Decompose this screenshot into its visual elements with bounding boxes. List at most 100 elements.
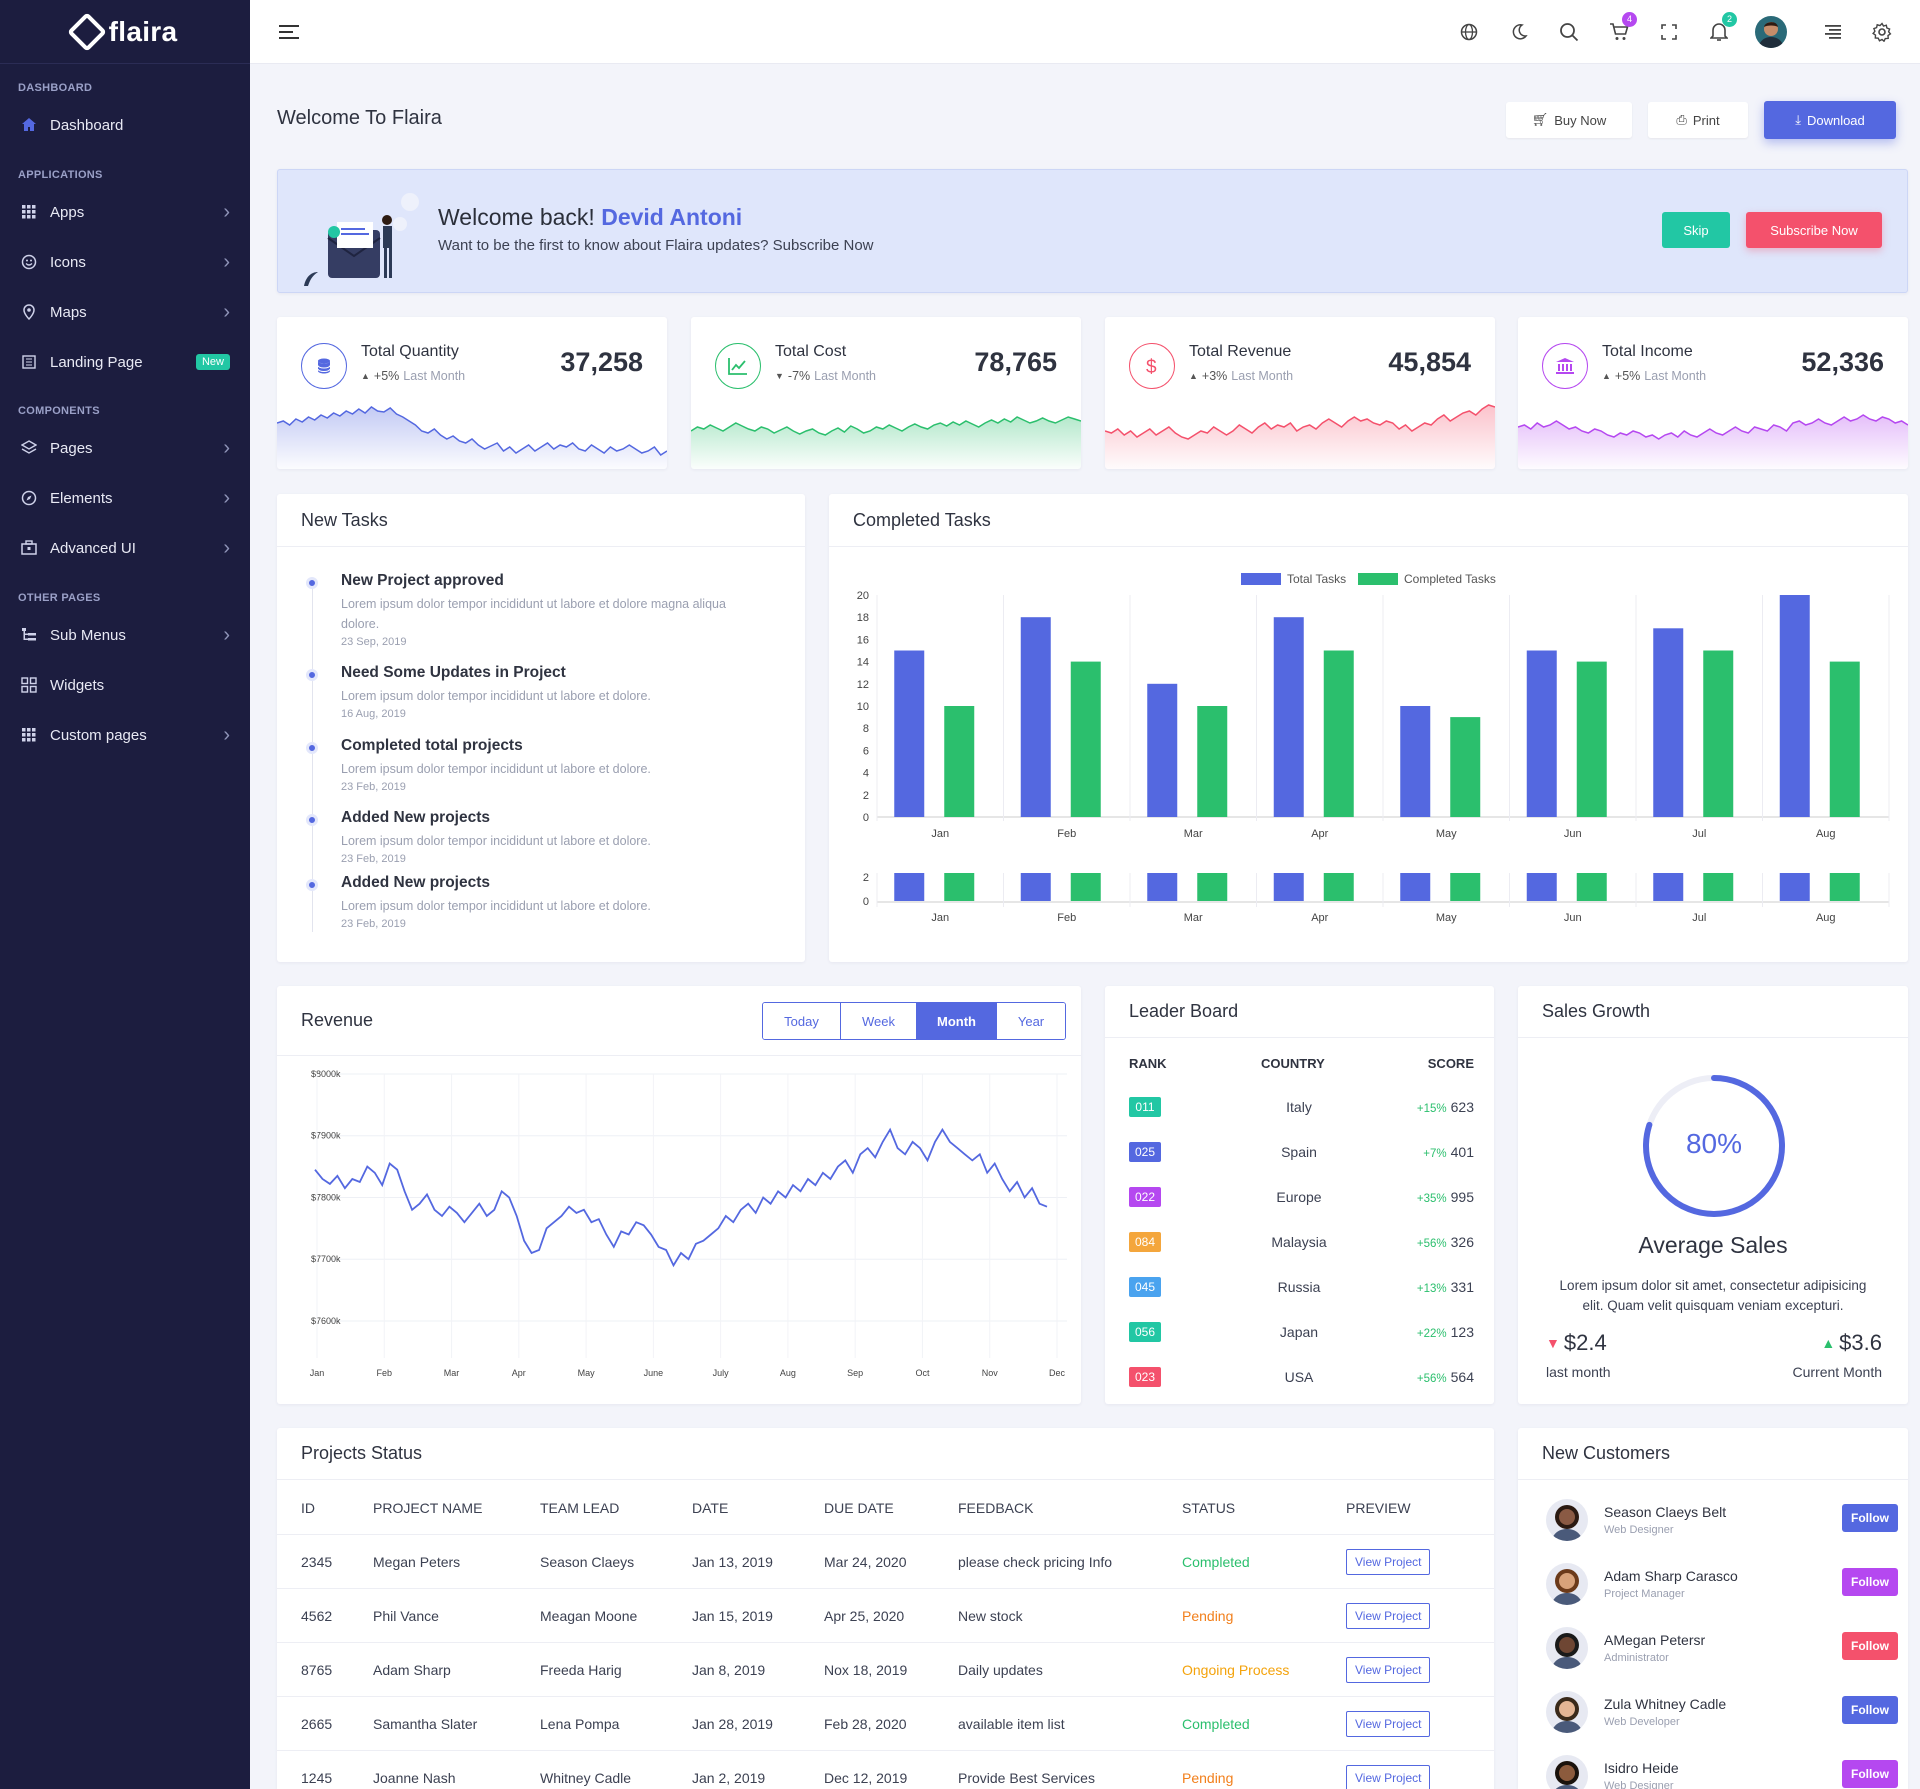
- cart-icon[interactable]: 4: [1607, 12, 1637, 44]
- sidebar-item-advanced-ui[interactable]: Advanced UI ›: [0, 528, 250, 568]
- x-tick-label: Aug: [1816, 828, 1836, 840]
- navigator-x-label: May: [1436, 912, 1457, 924]
- column-header-status: STATUS: [1182, 1500, 1236, 1516]
- tab-month[interactable]: Month: [917, 1003, 997, 1039]
- sparkline-line: [1518, 414, 1908, 440]
- sidebar-item-dashboard[interactable]: Dashboard: [0, 105, 250, 145]
- x-tick-label: Jul: [1692, 828, 1706, 840]
- bar-completed-tasks: [1070, 661, 1101, 817]
- follow-button[interactable]: Follow: [1842, 1760, 1898, 1788]
- revenue-line-chart: $8000k $7900k $7800k $7700k $7600k Jan Feb Mar A…: [310, 1069, 1067, 1378]
- globe-icon[interactable]: [1457, 20, 1481, 44]
- skip-button[interactable]: Skip: [1662, 212, 1730, 248]
- menu-toggle-icon[interactable]: [278, 20, 302, 44]
- align-right-icon[interactable]: [1820, 20, 1844, 44]
- settings-gear-icon[interactable]: [1870, 20, 1894, 44]
- stat-value: 52,336: [1801, 347, 1884, 377]
- follow-button[interactable]: Follow: [1842, 1696, 1898, 1724]
- view-project-button[interactable]: View Project: [1346, 1710, 1431, 1737]
- score-change: +15%: [1416, 1102, 1447, 1115]
- stat-change: ▲ +3% Last Month: [1189, 369, 1293, 383]
- sidebar-item-label: Apps: [50, 203, 85, 221]
- sidebar-item-pages[interactable]: Pages ›: [0, 428, 250, 468]
- timeline-dot: [306, 742, 318, 754]
- leaderboard-row[interactable]: 045 Russia +13% 331: [1129, 1264, 1474, 1309]
- brand-logo-icon: [66, 11, 107, 52]
- stat-card-total-cost: Total Cost ▼ -7% Last Month 78,765: [691, 317, 1081, 469]
- sidebar-item-apps[interactable]: Apps ›: [0, 192, 250, 232]
- follow-button[interactable]: Follow: [1842, 1632, 1898, 1660]
- task-item[interactable]: Completed total projects Lorem ipsum dolo…: [341, 737, 761, 793]
- leaderboard-row[interactable]: 025 Spain +7% 401: [1129, 1129, 1474, 1174]
- cell-id: 8765: [301, 1661, 333, 1678]
- view-project-button[interactable]: View Project: [1346, 1764, 1431, 1789]
- subscribe-now-button[interactable]: Subscribe Now: [1746, 212, 1882, 248]
- sidebar-item-widgets[interactable]: Widgets: [0, 665, 250, 705]
- follow-button[interactable]: Follow: [1842, 1504, 1898, 1532]
- tab-year[interactable]: Year: [997, 1003, 1065, 1039]
- tab-today[interactable]: Today: [763, 1003, 841, 1039]
- view-project-button[interactable]: View Project: [1346, 1656, 1431, 1683]
- customer-name: Zula Whitney Cadle: [1604, 1696, 1727, 1712]
- cell-due: Mar 24, 2020: [824, 1553, 907, 1570]
- download-button[interactable]: ⤓ Download: [1764, 101, 1896, 139]
- task-title: Need Some Updates in Project: [341, 664, 566, 681]
- leaderboard-row[interactable]: 023 USA +56% 564: [1129, 1354, 1474, 1399]
- view-project-button[interactable]: View Project: [1346, 1548, 1431, 1575]
- caret-up-icon: ▲: [1602, 371, 1611, 381]
- leaderboard-row[interactable]: 084 Malaysia +56% 326: [1129, 1219, 1474, 1264]
- print-button[interactable]: ⎙ Print: [1648, 102, 1748, 138]
- view-project-button[interactable]: View Project: [1346, 1602, 1431, 1629]
- task-date: 23 Feb, 2019: [341, 781, 406, 793]
- bell-icon[interactable]: 2: [1707, 12, 1737, 44]
- task-description: Lorem ipsum dolor tempor incididunt ut l…: [341, 762, 651, 776]
- sidebar-item-maps[interactable]: Maps ›: [0, 292, 250, 332]
- task-item[interactable]: Added New projects Lorem ipsum dolor temp…: [341, 874, 761, 930]
- bar-total-tasks: [1653, 628, 1684, 817]
- country-name: USA: [1284, 1368, 1314, 1385]
- customer-avatar: [1546, 1499, 1588, 1541]
- sidebar-item-landing-page[interactable]: Landing Page New: [0, 342, 250, 382]
- sidebar-item-label: Landing Page: [50, 353, 143, 371]
- customer-name: AMegan Petersr: [1604, 1632, 1706, 1648]
- chevron-right-icon: ›: [223, 200, 230, 223]
- user-avatar[interactable]: [1755, 16, 1787, 48]
- leaderboard-row[interactable]: 022 Europe +35% 995: [1129, 1174, 1474, 1219]
- score-change: +56%: [1416, 1237, 1447, 1250]
- task-item[interactable]: Added New projects Lorem ipsum dolor temp…: [341, 809, 761, 865]
- stat-change-value: +3%: [1201, 369, 1228, 383]
- leaderboard-row[interactable]: 011 Italy +15% 623: [1129, 1084, 1474, 1129]
- navigator-bar: [1779, 873, 1810, 901]
- rank-badge: 023: [1129, 1366, 1161, 1387]
- customer-role: Administrator: [1604, 1652, 1669, 1664]
- fullscreen-icon[interactable]: [1657, 20, 1681, 44]
- stat-card-total-quantity: Total Quantity ▲ +5% Last Month 37,258: [277, 317, 667, 469]
- bar-completed-tasks: [1829, 661, 1860, 817]
- tab-week[interactable]: Week: [841, 1003, 917, 1039]
- x-tick-label: Jan: [931, 828, 949, 840]
- bar-total-tasks: [1147, 683, 1178, 817]
- brand[interactable]: flaira: [0, 0, 250, 64]
- sidebar-item-icons[interactable]: Icons ›: [0, 242, 250, 282]
- cart-count-badge: 4: [1622, 12, 1637, 27]
- follow-button[interactable]: Follow: [1842, 1568, 1898, 1596]
- customer-role: Project Manager: [1604, 1588, 1685, 1600]
- sidebar-item-elements[interactable]: Elements ›: [0, 478, 250, 518]
- navigator-x-label: Aug: [1816, 912, 1836, 924]
- task-item[interactable]: Need Some Updates in Project Lorem ipsum …: [341, 664, 761, 720]
- search-icon[interactable]: [1557, 20, 1581, 44]
- buy-now-button[interactable]: 🛒︎ Buy Now: [1506, 102, 1632, 138]
- x-tick-label: Nov: [982, 1368, 999, 1378]
- leaderboard-row[interactable]: 056 Japan +22% 123: [1129, 1309, 1474, 1354]
- sidebar-item-custom-pages[interactable]: Custom pages ›: [0, 715, 250, 755]
- sidebar-item-sub-menus[interactable]: Sub Menus ›: [0, 615, 250, 655]
- moon-icon[interactable]: [1507, 20, 1531, 44]
- task-date: 23 Sep, 2019: [341, 636, 407, 648]
- task-item[interactable]: New Project approved Lorem ipsum dolor te…: [341, 572, 761, 648]
- column-header-id: ID: [301, 1500, 315, 1516]
- x-tick-label: Mar: [1184, 828, 1203, 840]
- x-tick-label: July: [713, 1368, 730, 1378]
- rank-badge: 045: [1129, 1276, 1161, 1297]
- stat-value: 78,765: [974, 347, 1057, 377]
- bar-completed-tasks: [1703, 650, 1734, 817]
